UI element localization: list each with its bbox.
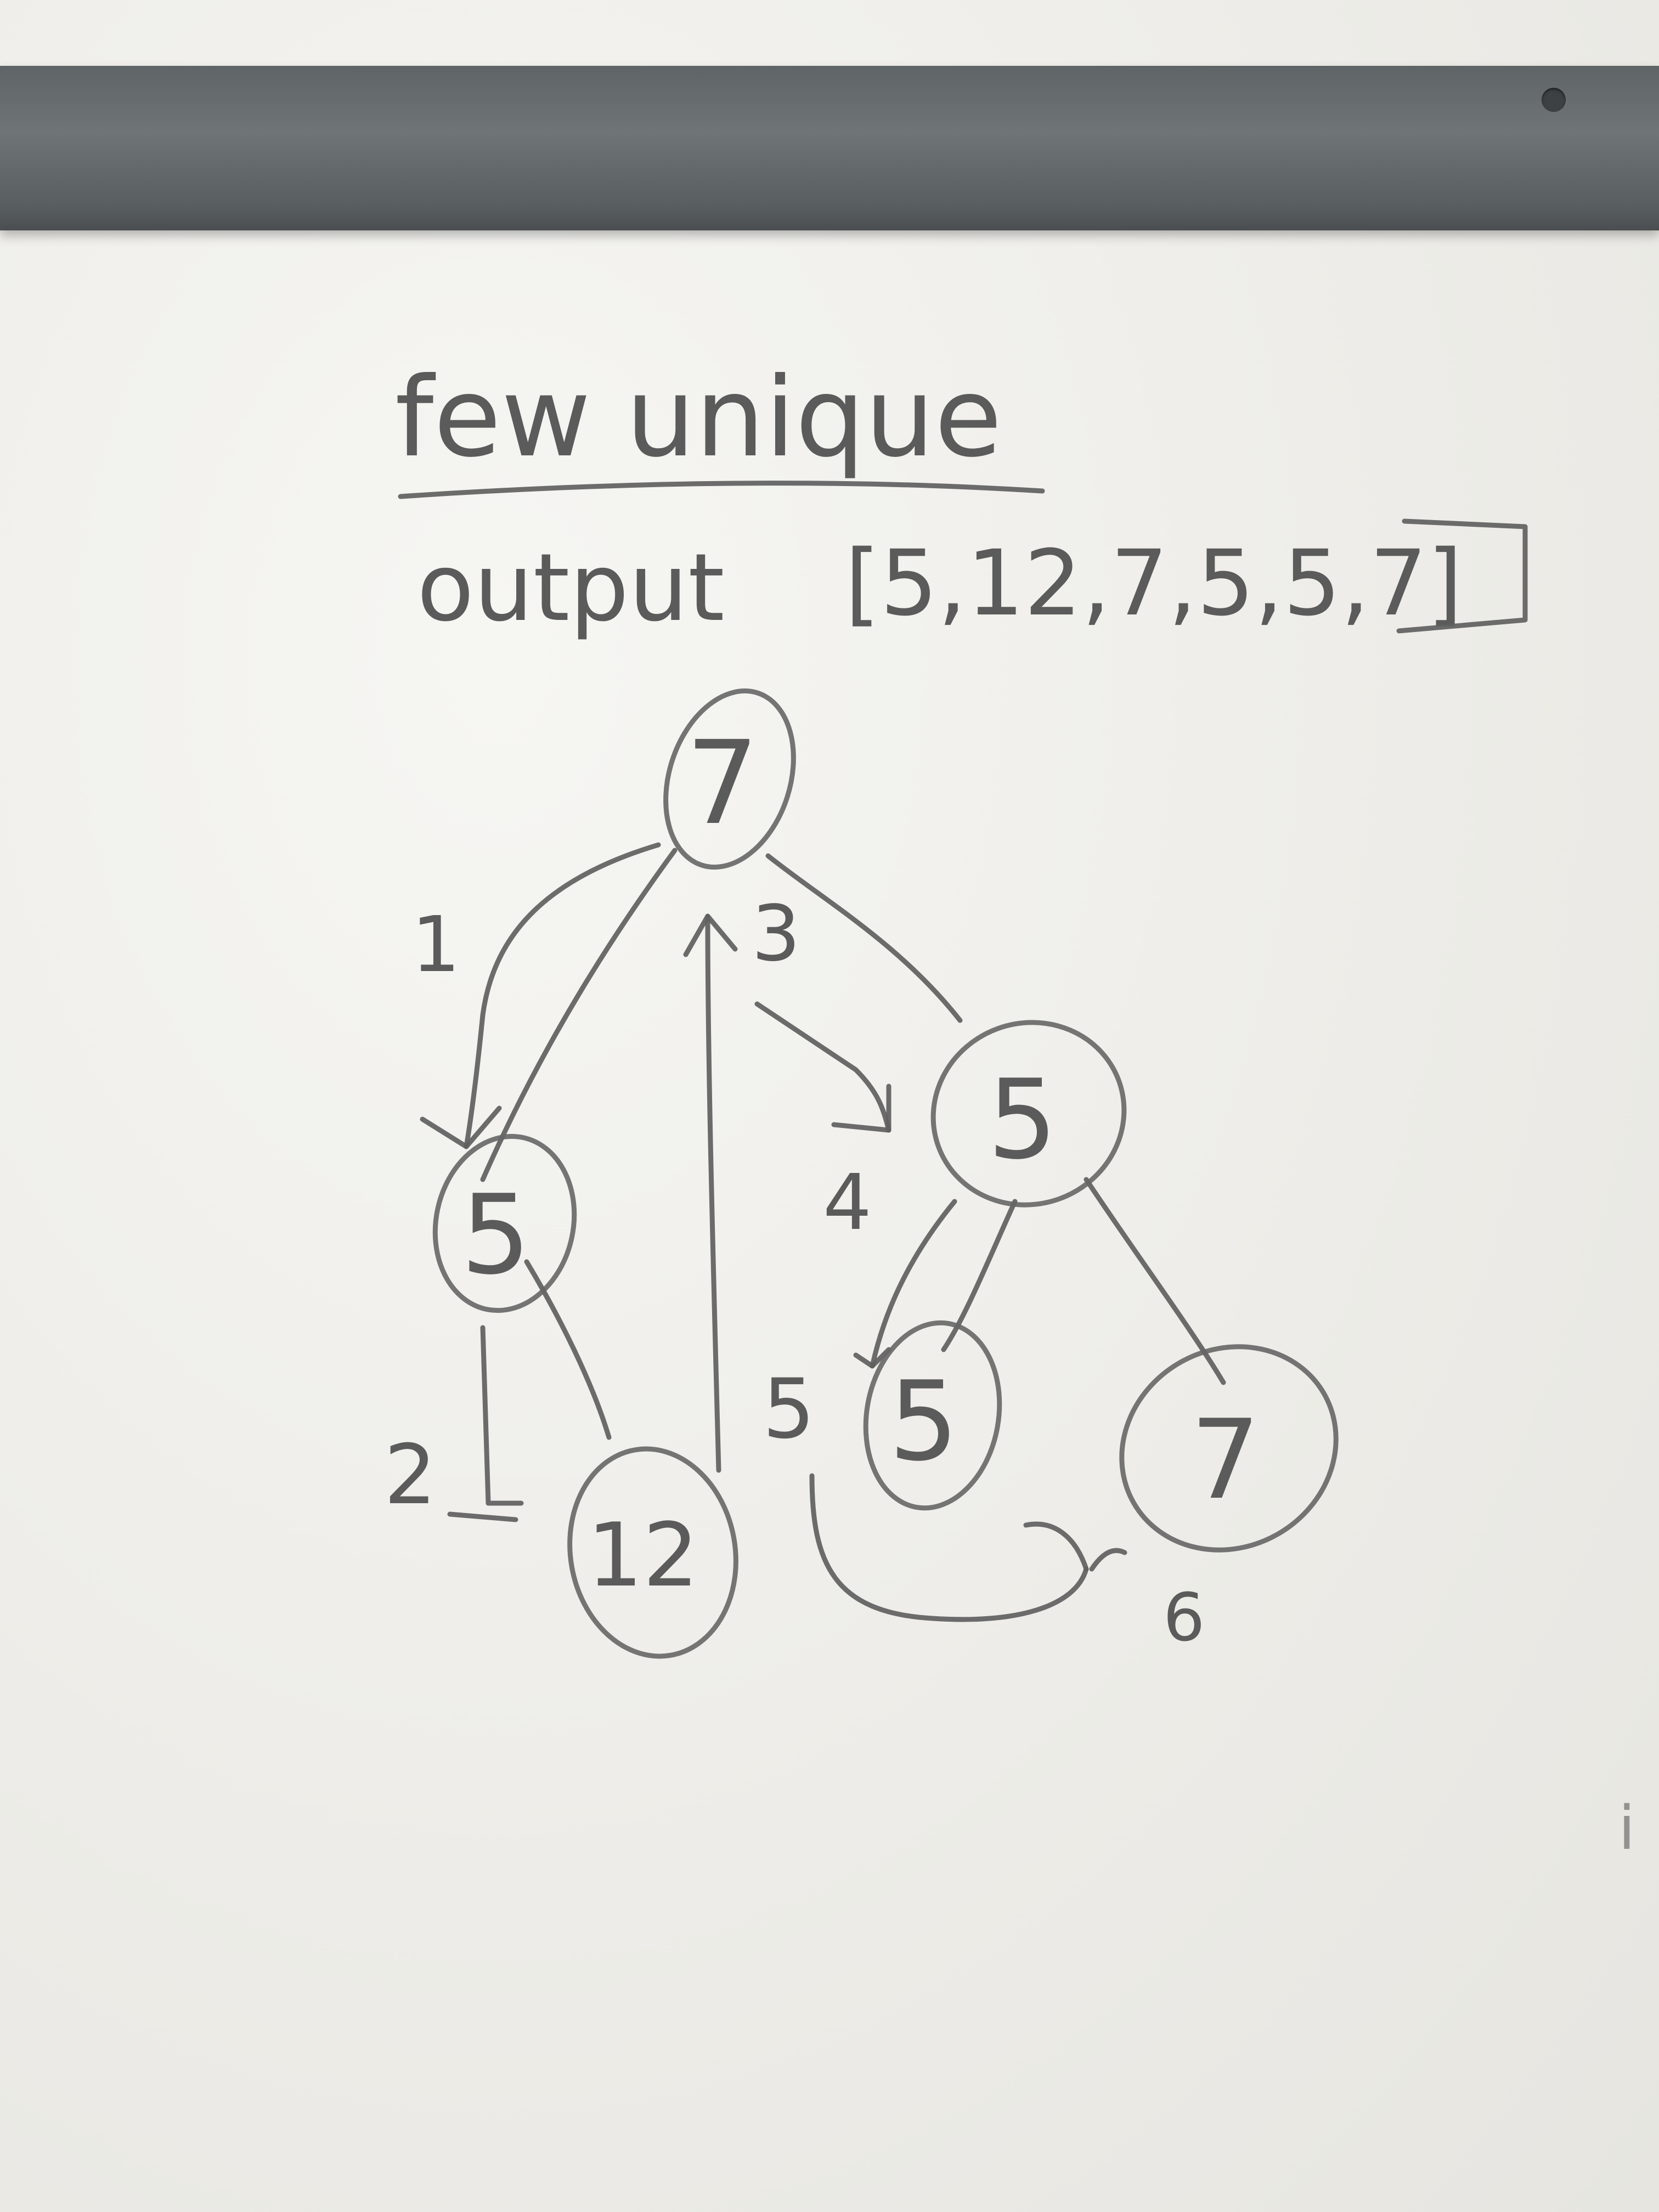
heading-text: few unique (395, 354, 1002, 482)
tree-node-right: 5 (930, 1020, 1127, 1207)
step-label-3: 3 (752, 889, 800, 979)
arrow-step-5-head (853, 1347, 891, 1369)
arrow-step-3-head (683, 913, 738, 957)
arrow-step-4-head (831, 1084, 891, 1133)
node-value: 5 (461, 1171, 531, 1299)
step-label-4: 4 (823, 1158, 872, 1248)
arrow-step-1 (464, 842, 661, 1149)
step-label-1: 1 (411, 900, 460, 990)
output-value: [5,12,7,5,5,7] (845, 531, 1463, 636)
arrow-step-6-head (1023, 1521, 1127, 1572)
output-bracket-extension (1396, 518, 1528, 634)
tree-node-right-left: 5 (863, 1320, 1002, 1511)
arrow-step-4 (754, 1001, 891, 1133)
stray-mark: i (1618, 1793, 1635, 1863)
arrow-step-2-head (447, 1511, 518, 1522)
node-value: 5 (988, 1056, 1057, 1184)
marker-tray (0, 66, 1659, 230)
tree-node-right-right: 7 (1119, 1344, 1339, 1553)
tree-node-left-right: 12 (567, 1446, 738, 1659)
step-label-2: 2 (384, 1427, 436, 1523)
arrow-step-2 (480, 1325, 524, 1506)
edge-root-left (480, 848, 678, 1182)
tray-screw (1542, 88, 1566, 112)
node-value: 5 (889, 1358, 958, 1486)
step-label-5: 5 (763, 1362, 815, 1457)
node-value: 7 (1190, 1396, 1260, 1524)
step-label-6: 6 (1163, 1580, 1205, 1656)
edge-right-5 (941, 1199, 1018, 1352)
arrow-step-5 (870, 1199, 957, 1369)
arrow-step-6 (809, 1473, 1089, 1622)
arrow-step-1-head (420, 1105, 502, 1149)
node-value: 12 (587, 1504, 699, 1606)
tree-node-root: 7 (663, 688, 796, 870)
tree-node-left: 5 (432, 1133, 577, 1313)
arrow-step-3 (705, 913, 721, 1473)
edge-right-7 (1084, 1177, 1226, 1385)
edge-root-right (765, 853, 963, 1023)
node-value: 7 (686, 716, 759, 850)
output-label: output (417, 534, 725, 642)
edge-left-12 (524, 1259, 612, 1440)
heading-underline (398, 481, 1045, 499)
